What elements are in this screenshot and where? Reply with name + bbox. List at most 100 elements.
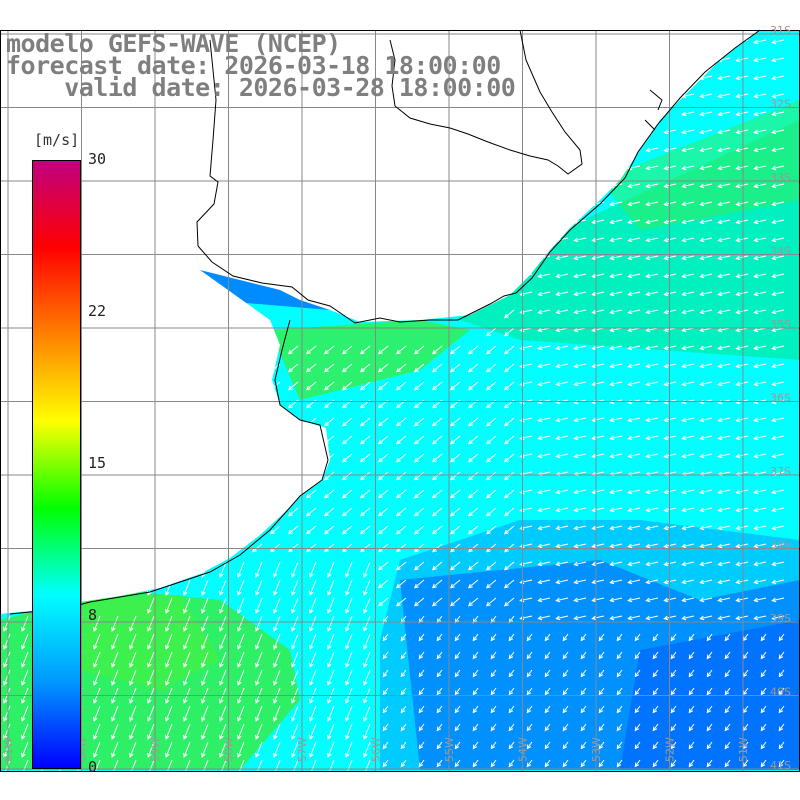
wind-arrow	[772, 183, 785, 188]
wind-arrow-head	[3, 644, 8, 650]
wind-arrow-head	[544, 708, 550, 714]
wind-arrow	[454, 687, 461, 695]
wind-arrow-head	[609, 615, 615, 621]
wind-arrow-head	[544, 636, 550, 642]
wind-arrow	[237, 741, 245, 758]
wind-arrow	[628, 597, 641, 602]
wind-arrow	[574, 561, 587, 566]
wind-arrow-head	[598, 726, 604, 732]
wind-arrow	[544, 705, 551, 713]
wind-arrow-head	[699, 453, 705, 459]
wind-arrow	[736, 525, 749, 530]
wind-arrow-head	[555, 579, 561, 585]
wind-arrow	[504, 597, 515, 607]
wind-arrow-head	[681, 597, 687, 603]
wind-arrow	[772, 363, 785, 368]
wind-arrow-head	[573, 399, 579, 405]
wind-arrow-head	[663, 435, 669, 441]
latitude-label: 35S	[770, 318, 791, 331]
wind-arrow-head	[616, 762, 622, 768]
wind-arrow	[396, 435, 407, 445]
wind-arrow-head	[706, 708, 712, 714]
wind-arrow	[538, 507, 551, 512]
wind-arrow	[418, 723, 425, 731]
wind-arrow	[598, 687, 605, 695]
wind-arrow-head	[472, 672, 478, 678]
wind-arrow	[688, 651, 695, 659]
wind-arrow-head	[555, 507, 561, 513]
wind-arrow-head	[255, 626, 260, 632]
wind-arrow	[378, 489, 389, 499]
wind-arrow-head	[591, 309, 597, 315]
wind-arrow-head	[251, 403, 257, 409]
wind-arrow	[216, 525, 227, 535]
wind-arrow-head	[237, 734, 242, 740]
wind-arrow	[360, 435, 371, 445]
wind-arrow-head	[573, 417, 579, 423]
wind-arrow	[255, 651, 263, 668]
wind-arrow-head	[147, 698, 152, 704]
wind-arrow-head	[291, 590, 296, 596]
wind-arrow-head	[663, 147, 669, 153]
wind-arrow	[736, 363, 749, 368]
wind-arrow-head	[431, 403, 437, 409]
wind-arrow	[273, 615, 281, 632]
wind-arrow-head	[111, 644, 116, 650]
wind-arrow	[526, 687, 533, 695]
wind-arrow-head	[305, 385, 311, 391]
wind-arrow-head	[327, 734, 332, 740]
wind-arrow	[273, 561, 281, 578]
wind-arrow-head	[663, 363, 669, 369]
wind-arrow	[628, 453, 641, 458]
wind-arrow-head	[449, 547, 455, 553]
wind-arrow-head	[467, 547, 473, 553]
wind-arrow-head	[273, 590, 278, 596]
wind-arrow	[772, 507, 785, 512]
wind-arrow-head	[147, 734, 152, 740]
wind-arrow-head	[717, 291, 723, 297]
wind-arrow	[490, 651, 497, 659]
wind-arrow-head	[472, 726, 478, 732]
wind-arrow-head	[237, 644, 242, 650]
wind-arrow	[544, 669, 551, 677]
wind-arrow	[468, 363, 479, 373]
wind-arrow-head	[418, 708, 424, 714]
wind-arrow-head	[237, 698, 242, 704]
wind-arrow	[562, 741, 569, 749]
wind-arrow-head	[537, 435, 543, 441]
wind-arrow	[682, 597, 695, 602]
wind-arrow-head	[699, 165, 705, 171]
wind-arrow-head	[526, 708, 532, 714]
wind-arrow-head	[215, 511, 221, 517]
wind-arrow	[147, 741, 155, 758]
wind-arrow	[273, 741, 281, 758]
wind-arrow	[288, 435, 299, 445]
wind-arrow	[700, 345, 713, 350]
wind-arrow	[378, 435, 389, 445]
wind-arrow-head	[663, 417, 669, 423]
wind-arrow	[414, 561, 425, 571]
wind-arrow	[610, 453, 623, 458]
wind-arrow-head	[233, 529, 239, 535]
wind-arrow	[216, 543, 227, 553]
wind-arrow	[772, 111, 785, 116]
wind-arrow-head	[309, 590, 314, 596]
wind-arrow	[754, 453, 767, 458]
colorbar-tick-label: 15	[88, 454, 107, 472]
wind-arrow-head	[21, 770, 26, 776]
wind-arrow	[324, 345, 335, 355]
wind-arrow-head	[580, 726, 586, 732]
wind-arrow-head	[706, 654, 712, 660]
wind-arrow	[291, 579, 299, 596]
wind-arrow-head	[3, 698, 8, 704]
wind-arrow	[652, 651, 659, 659]
wind-arrow	[700, 309, 713, 314]
wind-arrow	[724, 723, 731, 731]
wind-arrow	[270, 489, 281, 499]
wind-arrow	[234, 471, 245, 481]
wind-arrow	[628, 561, 641, 566]
wind-arrow	[432, 507, 443, 517]
wind-arrow	[706, 759, 713, 767]
wind-arrow	[454, 669, 461, 677]
wind-arrow	[628, 435, 641, 440]
